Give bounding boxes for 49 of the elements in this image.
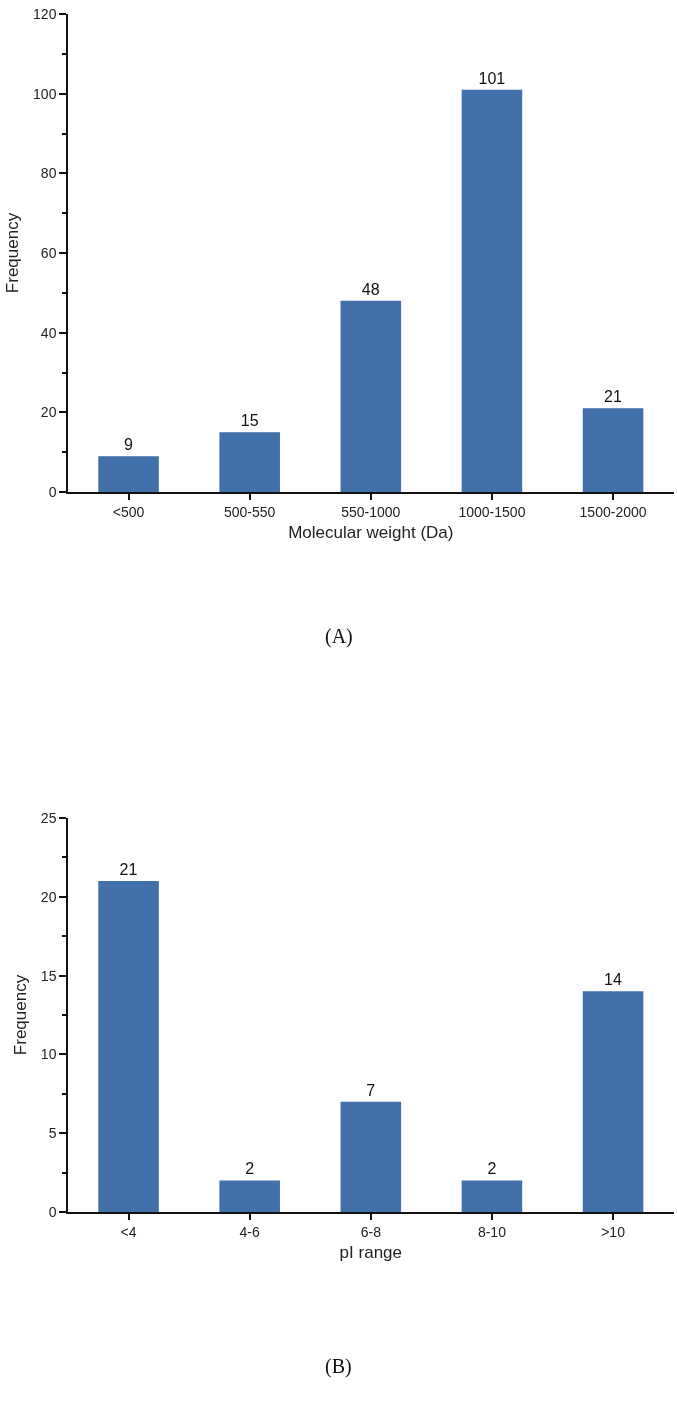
x-tick-label: <4 — [120, 1223, 137, 1240]
y-tick-label: 120 — [33, 5, 57, 22]
x-tick-label: 4-6 — [239, 1223, 261, 1240]
bar — [340, 300, 402, 492]
x-tick-label: 550-1000 — [341, 503, 401, 520]
data-label: 21 — [604, 388, 622, 406]
text: (B) — [325, 1355, 352, 1378]
y-tick-label: 20 — [40, 404, 57, 421]
y-axis-title: Frequency — [3, 212, 23, 294]
x-tick-label: 8-10 — [477, 1223, 507, 1240]
x-tick-label: 6-8 — [360, 1223, 382, 1240]
data-label: 2 — [487, 1160, 497, 1178]
y-tick-label: 60 — [40, 244, 57, 261]
x-tick-label: <500 — [112, 503, 145, 520]
bar — [98, 456, 159, 492]
data-label: 15 — [240, 412, 259, 430]
x-tick-label: 1000-1500 — [458, 503, 526, 520]
bar — [582, 408, 644, 492]
y-tick-label: 0 — [48, 483, 57, 500]
bar — [461, 89, 523, 492]
data-label: 48 — [361, 280, 380, 298]
data-label: 9 — [124, 436, 134, 454]
y-tick-label: 5 — [48, 1125, 57, 1142]
y-tick-label: 20 — [40, 888, 57, 905]
y-tick-label: 15 — [40, 967, 57, 984]
x-tick-label: >10 — [601, 1223, 626, 1240]
text: (A) — [325, 625, 353, 648]
bar — [219, 432, 280, 492]
bar — [219, 1180, 280, 1212]
x-tick-label: 1500-2000 — [579, 503, 647, 520]
bar — [582, 991, 644, 1212]
data-label: 14 — [604, 971, 622, 989]
bar — [461, 1180, 523, 1212]
y-tick-label: 10 — [40, 1046, 57, 1063]
data-label: 101 — [478, 69, 506, 87]
y-tick-label: 40 — [40, 324, 57, 341]
data-label: 2 — [245, 1160, 255, 1178]
y-tick-label: 80 — [40, 165, 57, 182]
x-axis-title: Molecular weight (Da) — [288, 523, 454, 543]
y-tick-label: 0 — [48, 1203, 57, 1220]
x-axis-title: pI range — [339, 1243, 402, 1263]
data-label: 7 — [366, 1081, 376, 1099]
data-label: 21 — [119, 861, 138, 879]
bar — [98, 881, 159, 1212]
bar — [340, 1101, 402, 1212]
y-tick-label: 100 — [33, 85, 57, 102]
x-tick-label: 500-550 — [223, 503, 276, 520]
y-tick-label: 25 — [40, 809, 57, 826]
y-axis-title: Frequency — [10, 974, 30, 1056]
